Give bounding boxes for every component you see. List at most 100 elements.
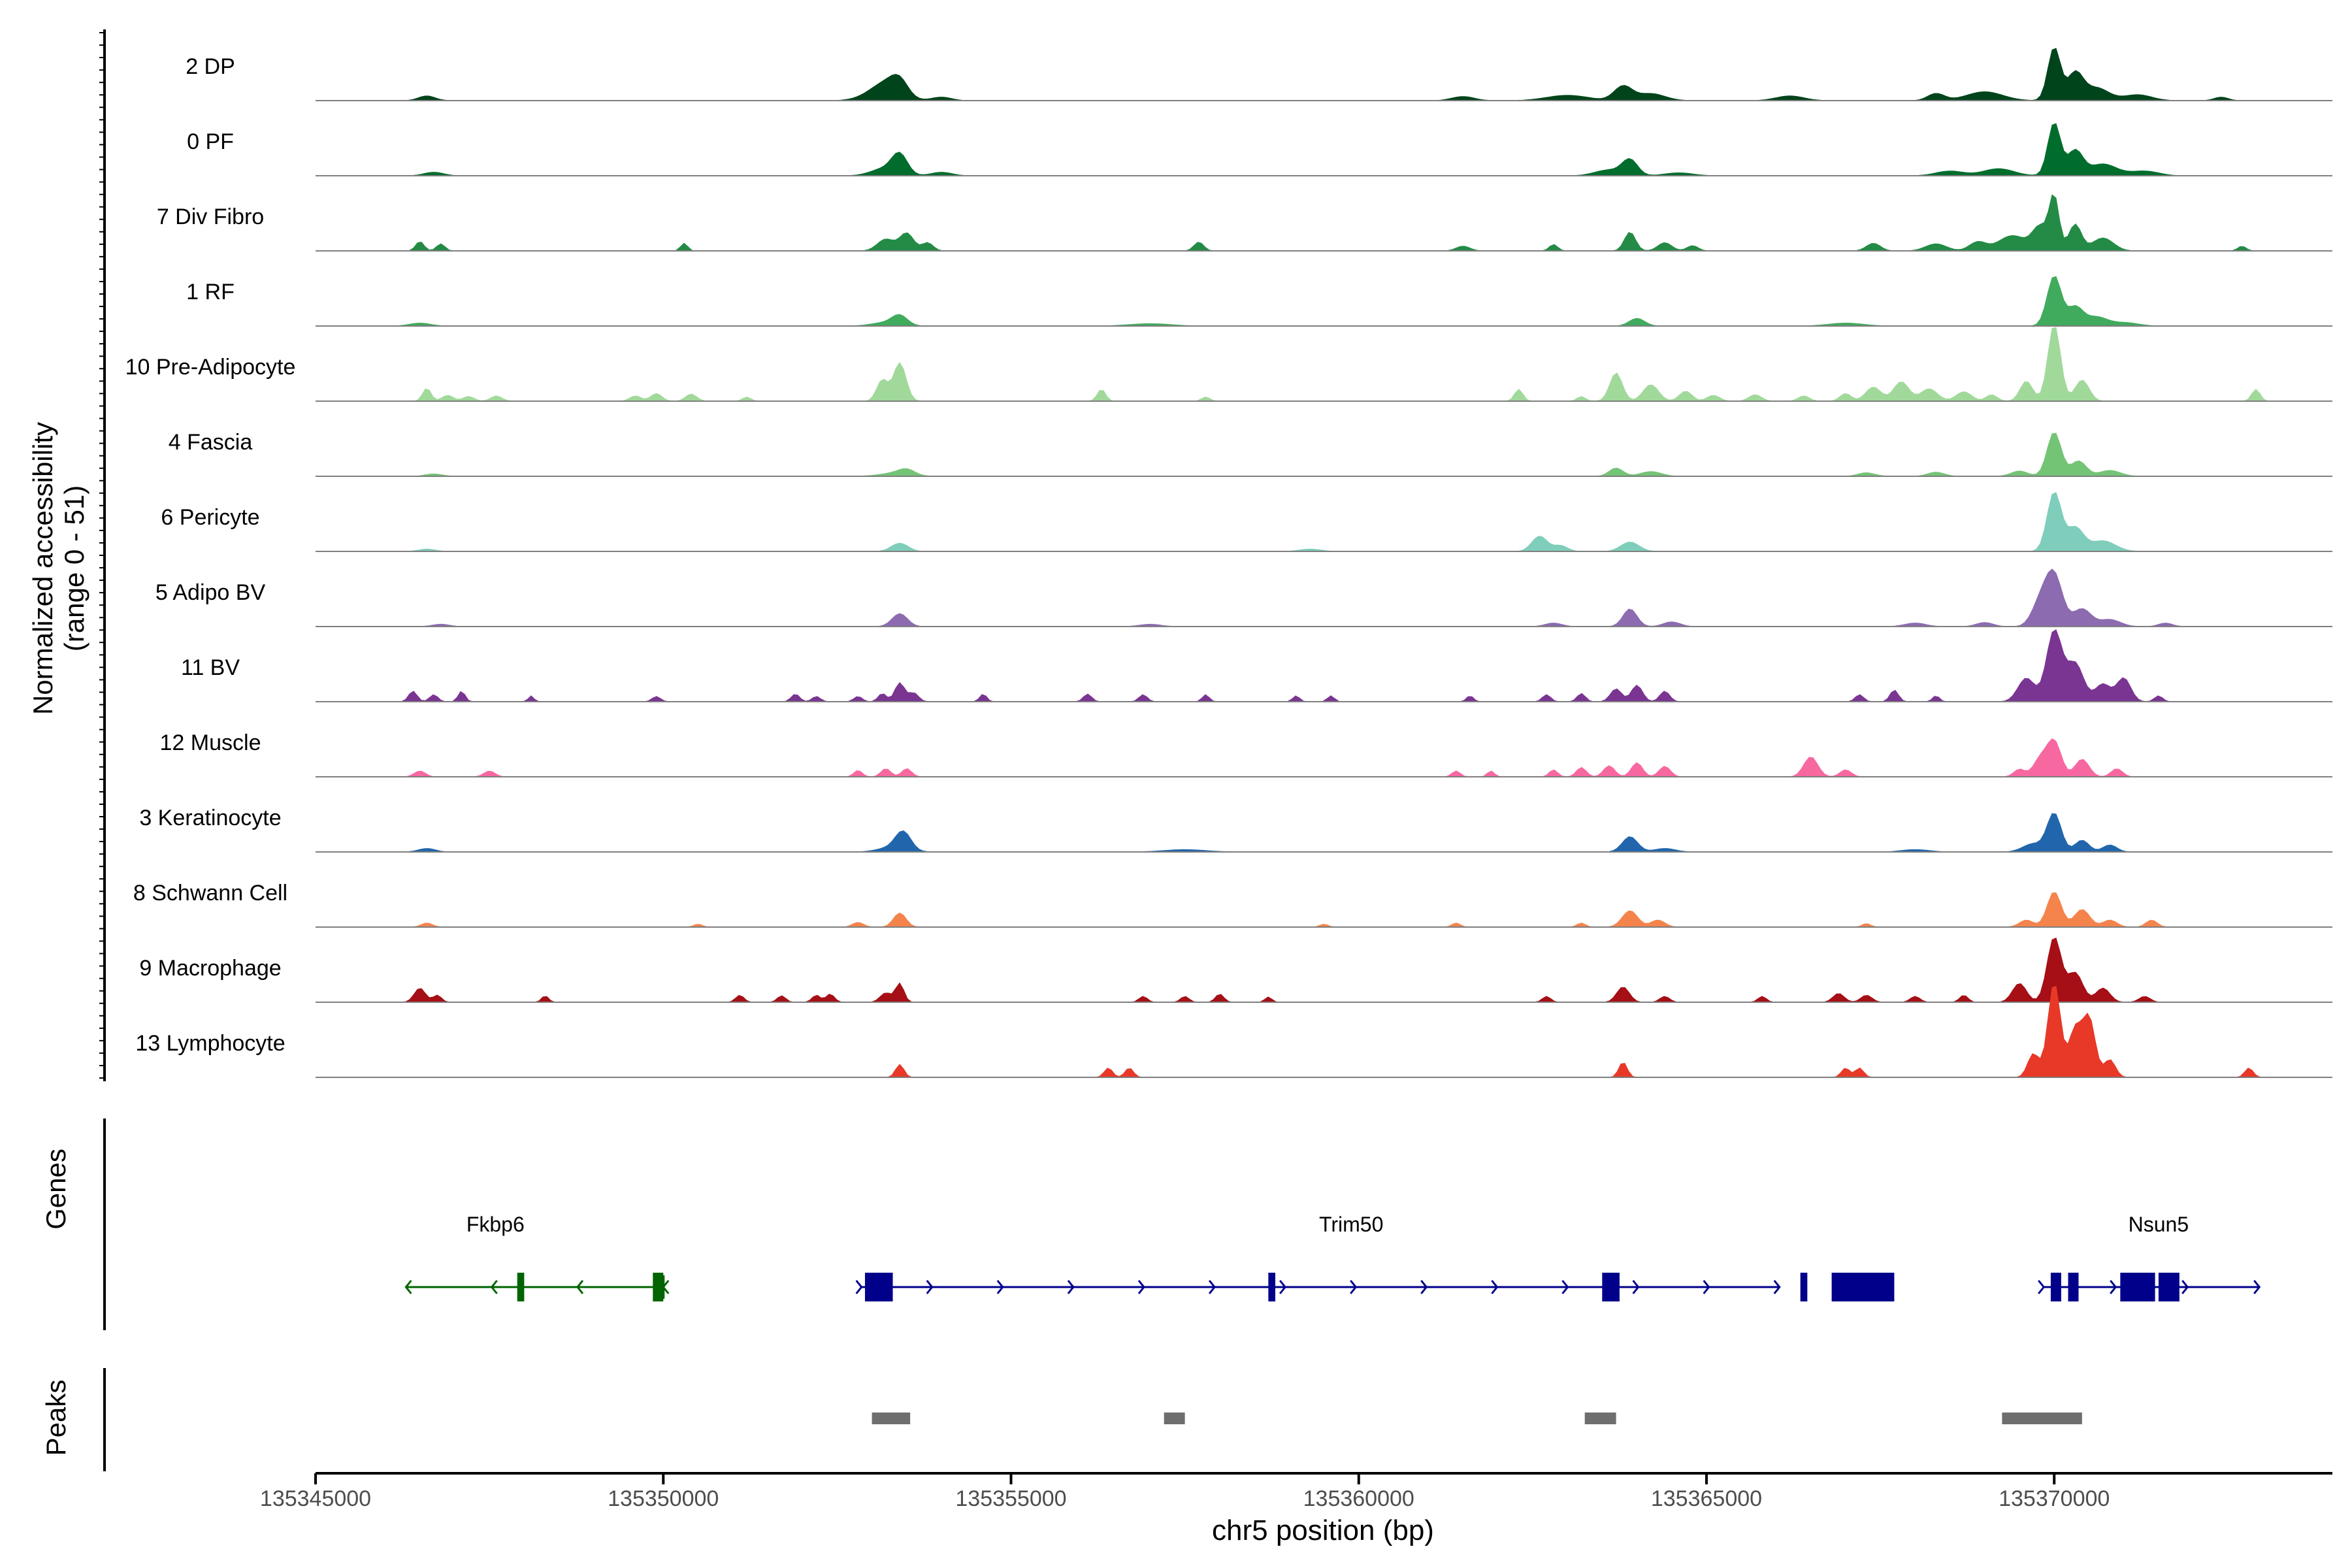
strand-arrow (576, 1280, 584, 1294)
track-signal (316, 938, 2332, 1003)
peak-region (1164, 1413, 1185, 1424)
track-label: 5 Adipo BV (155, 580, 266, 605)
track-signal (316, 738, 2332, 777)
track-13: 9 Macrophage (139, 938, 2332, 1003)
gene-exon (2158, 1273, 2180, 1301)
genes-panel-label: Genes (41, 1149, 71, 1230)
strand-arrow (926, 1280, 934, 1294)
track-8: 5 Adipo BV (155, 568, 2332, 627)
gene-exon (653, 1273, 664, 1301)
track-label: 11 BV (181, 655, 240, 680)
strand-arrow (2253, 1280, 2261, 1294)
gene-exon (517, 1273, 525, 1301)
x-tick-label: 135355000 (955, 1486, 1066, 1511)
track-7: 6 Pericyte (161, 492, 2332, 552)
track-signal (316, 813, 2332, 853)
x-tick-label: 135365000 (1651, 1486, 1762, 1511)
track-label: 1 RF (186, 280, 235, 304)
x-axis-ticks: 135345000 135350000 135355000 135360000 1353… (260, 1473, 2110, 1511)
gene-exon (1800, 1273, 1808, 1301)
track-6: 4 Fascia (169, 430, 2332, 477)
strand-arrow (1561, 1280, 1569, 1294)
gene-nsun5: Nsun5 (2038, 1213, 2261, 1301)
strand-arrow (490, 1280, 498, 1294)
track-label: 2 DP (186, 54, 235, 79)
gene-exon (864, 1273, 893, 1301)
track-signal (316, 194, 2332, 252)
track-label: 8 Schwann Cell (133, 881, 287, 906)
strand-arrow (1632, 1280, 1640, 1294)
x-tick-label: 135370000 (1999, 1486, 2110, 1511)
peak-region (872, 1413, 911, 1424)
gene-label: Nsun5 (2129, 1213, 2189, 1236)
track-label: 13 Lymphocyte (135, 1031, 285, 1056)
strand-arrow (1208, 1280, 1216, 1294)
strand-arrow (1773, 1280, 1781, 1294)
track-signal (316, 123, 2332, 176)
gene-exon (1268, 1273, 1275, 1301)
peak-region (2002, 1413, 2082, 1424)
strand-arrow (2181, 1280, 2189, 1294)
track-11: 3 Keratinocyte (139, 806, 2332, 853)
y-axis-subtitle: (range 0 - 51) (59, 485, 90, 651)
strand-arrow (404, 1280, 412, 1294)
track-2: 0 PF (187, 123, 2332, 176)
track-signal (316, 433, 2332, 477)
track-14: 13 Lymphocyte (135, 985, 2332, 1078)
track-signal (316, 568, 2332, 627)
strand-arrow (1279, 1280, 1287, 1294)
x-tick-label: 135345000 (260, 1486, 371, 1511)
track-3: 7 Div Fibro (157, 194, 2332, 252)
strand-arrow (1703, 1280, 1710, 1294)
y-axis-title: Normalized accessibility (27, 422, 58, 715)
strand-arrow (996, 1280, 1004, 1294)
track-1: 2 DP (186, 48, 2332, 101)
gene-fkbp6: Fkbp6 (404, 1213, 670, 1301)
coverage-tracks: 2 DP 0 PF 7 Div Fibro 1 RF 10 Pre-Adipocyte 4… (125, 48, 2332, 1078)
gene-exon (1602, 1273, 1620, 1301)
track-label: 6 Pericyte (161, 505, 259, 530)
x-axis-title: chr5 position (bp) (1212, 1514, 1434, 1546)
track-label: 10 Pre-Adipocyte (125, 355, 296, 380)
gene-label: Fkbp6 (466, 1213, 525, 1236)
track-signal (316, 327, 2332, 402)
gene-label: Trim50 (1319, 1213, 1383, 1236)
genes-track: Fkbp6 Trim50 Nsun5 (404, 1213, 2261, 1301)
track-4: 1 RF (186, 276, 2332, 327)
track-signal (316, 276, 2332, 327)
track-signal (316, 892, 2332, 928)
track-5: 10 Pre-Adipocyte (125, 327, 2332, 402)
gene-exon (2120, 1273, 2155, 1301)
gene-exon (2068, 1273, 2079, 1301)
track-label: 12 Muscle (160, 730, 261, 755)
strand-arrow (2038, 1280, 2046, 1294)
track-label: 0 PF (187, 129, 234, 154)
track-label: 3 Keratinocyte (139, 806, 281, 830)
track-label: 4 Fascia (169, 430, 253, 455)
coverage-y-ticks (99, 32, 105, 1079)
x-tick-label: 135350000 (608, 1486, 719, 1511)
peaks-panel-label: Peaks (41, 1380, 71, 1456)
track-signal (316, 629, 2332, 702)
track-9: 11 BV (181, 629, 2332, 702)
strand-arrow (1350, 1280, 1358, 1294)
strand-arrow (1491, 1280, 1499, 1294)
gene-exon (2050, 1273, 2061, 1301)
gene-trim50: Trim50 (855, 1213, 1895, 1301)
track-signal (316, 492, 2332, 552)
peak-region (1584, 1413, 1616, 1424)
strand-arrow (1420, 1280, 1428, 1294)
peaks-track (872, 1413, 2082, 1424)
strand-arrow (1067, 1280, 1075, 1294)
track-label: 9 Macrophage (139, 956, 281, 981)
gene-exon (1831, 1273, 1895, 1301)
x-tick-label: 135360000 (1303, 1486, 1414, 1511)
track-label: 7 Div Fibro (157, 204, 264, 229)
track-10: 12 Muscle (160, 730, 2332, 777)
strand-arrow (2110, 1280, 2117, 1294)
strand-arrow (855, 1280, 863, 1294)
track-12: 8 Schwann Cell (133, 881, 2332, 928)
track-signal (316, 48, 2332, 101)
strand-arrow (1137, 1280, 1145, 1294)
